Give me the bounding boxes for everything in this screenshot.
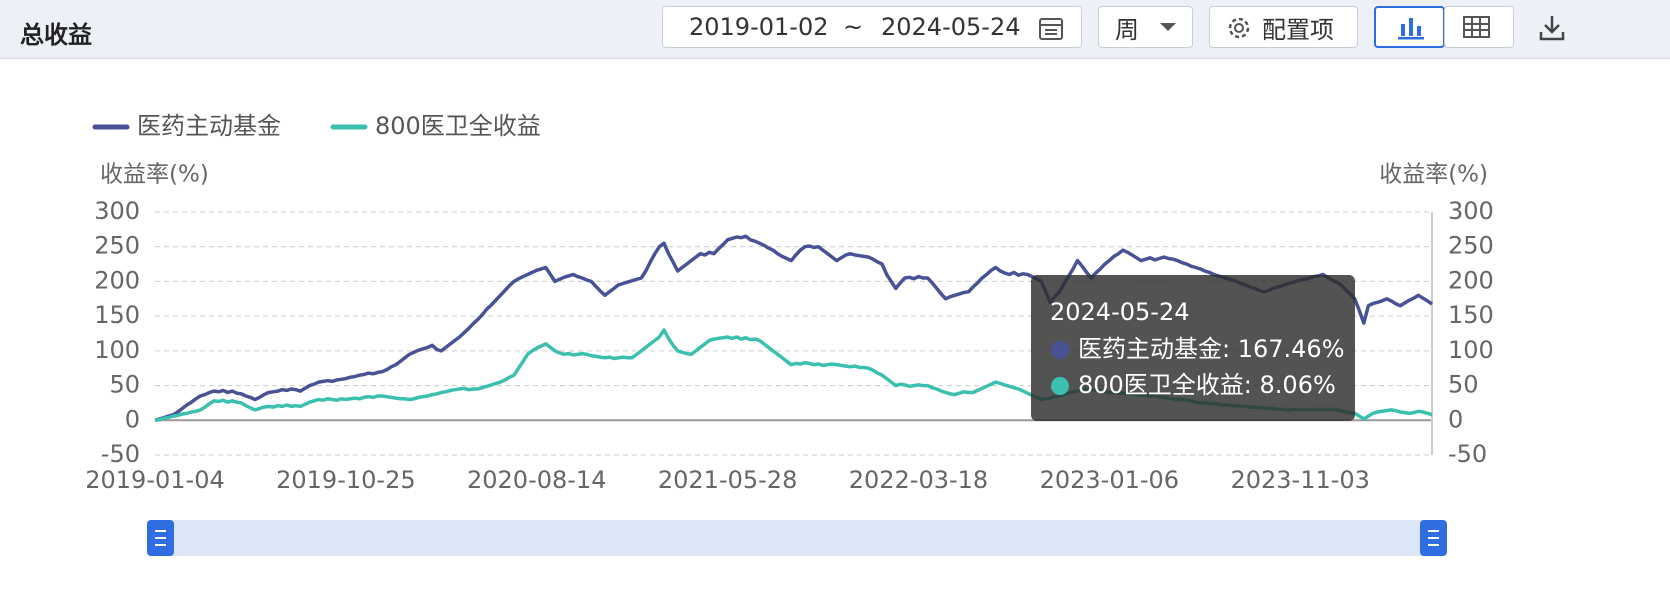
- tooltip-box: [1031, 275, 1355, 421]
- y2-tick-label: 300: [1448, 197, 1494, 225]
- y2-tick-label: 100: [1448, 336, 1494, 364]
- table-view-button[interactable]: [1444, 6, 1514, 48]
- y2-tick-label: -50: [1448, 440, 1487, 468]
- legend-label: 医药主动基金: [137, 112, 281, 140]
- y-tick-label: 300: [94, 197, 140, 225]
- page-title: 总收益: [20, 21, 92, 49]
- toolbar: 总收益 2019-01-02 ~ 2024-05-24 周 配置项: [0, 0, 1670, 59]
- x-tick-label: 2019-01-04: [85, 466, 224, 494]
- gear-icon: [1228, 17, 1250, 39]
- x-tick-label: 2023-11-03: [1230, 466, 1369, 494]
- y-tick-label: 100: [94, 336, 140, 364]
- period-value: 周: [1115, 15, 1139, 44]
- date-range[interactable]: 2019-01-02 ~ 2024-05-24: [662, 6, 1082, 48]
- table-icon: [1463, 16, 1490, 38]
- period-select[interactable]: 周: [1098, 6, 1193, 48]
- config-label: 配置项: [1262, 15, 1334, 44]
- x-tick-label: 2019-10-25: [276, 466, 415, 494]
- tooltip-dot: [1051, 341, 1069, 359]
- y2-axis-title: 收益率(%): [1379, 162, 1488, 188]
- date-separator: ~: [843, 13, 864, 41]
- y2-tick-label: 0: [1448, 405, 1463, 433]
- y2-tick-label: 150: [1448, 301, 1494, 329]
- x-tick-label: 2020-08-14: [467, 466, 606, 494]
- x-tick-label: 2023-01-06: [1040, 466, 1179, 494]
- y-tick-label: 50: [109, 371, 140, 399]
- date-start: 2019-01-02: [689, 13, 829, 41]
- tooltip-entry: 医药主动基金: 167.46%: [1078, 335, 1345, 363]
- y-tick-label: 250: [94, 232, 140, 260]
- y-tick-label: -50: [101, 440, 140, 468]
- zoom-track: [160, 520, 1432, 556]
- y-tick-label: 0: [125, 405, 140, 433]
- bar-icon: [1398, 18, 1424, 40]
- y2-tick-label: 200: [1448, 266, 1494, 294]
- calendar-icon: [1039, 18, 1063, 40]
- y-tick-label: 150: [94, 301, 140, 329]
- tooltip-dot: [1051, 377, 1069, 395]
- y2-tick-label: 250: [1448, 232, 1494, 260]
- y-axis-title: 收益率(%): [100, 162, 209, 188]
- x-tick-label: 2022-03-18: [849, 466, 988, 494]
- dropdown-arrow: [1160, 23, 1176, 31]
- download-icon[interactable]: [1538, 14, 1566, 42]
- tooltip-entry: 800医卫全收益: 8.06%: [1078, 371, 1336, 399]
- tooltip-title: 2024-05-24: [1050, 298, 1189, 326]
- date-end: 2024-05-24: [881, 13, 1021, 41]
- chart-view-button[interactable]: [1374, 6, 1445, 48]
- y2-tick-label: 50: [1448, 371, 1479, 399]
- legend-label: 800医卫全收益: [375, 112, 541, 140]
- config-button[interactable]: 配置项: [1209, 6, 1358, 48]
- x-tick-label: 2021-05-28: [658, 466, 797, 494]
- y-tick-label: 200: [94, 266, 140, 294]
